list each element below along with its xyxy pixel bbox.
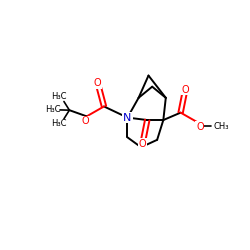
- Text: O: O: [196, 122, 204, 132]
- Text: O: O: [182, 85, 190, 95]
- Text: O: O: [94, 78, 102, 88]
- Text: H₃C: H₃C: [51, 92, 67, 101]
- Text: N: N: [123, 112, 132, 122]
- Text: O: O: [82, 116, 89, 126]
- Text: H₃C: H₃C: [46, 105, 61, 114]
- Text: O: O: [138, 139, 146, 149]
- Text: H₃C: H₃C: [51, 119, 67, 128]
- Text: CH₃: CH₃: [213, 122, 229, 131]
